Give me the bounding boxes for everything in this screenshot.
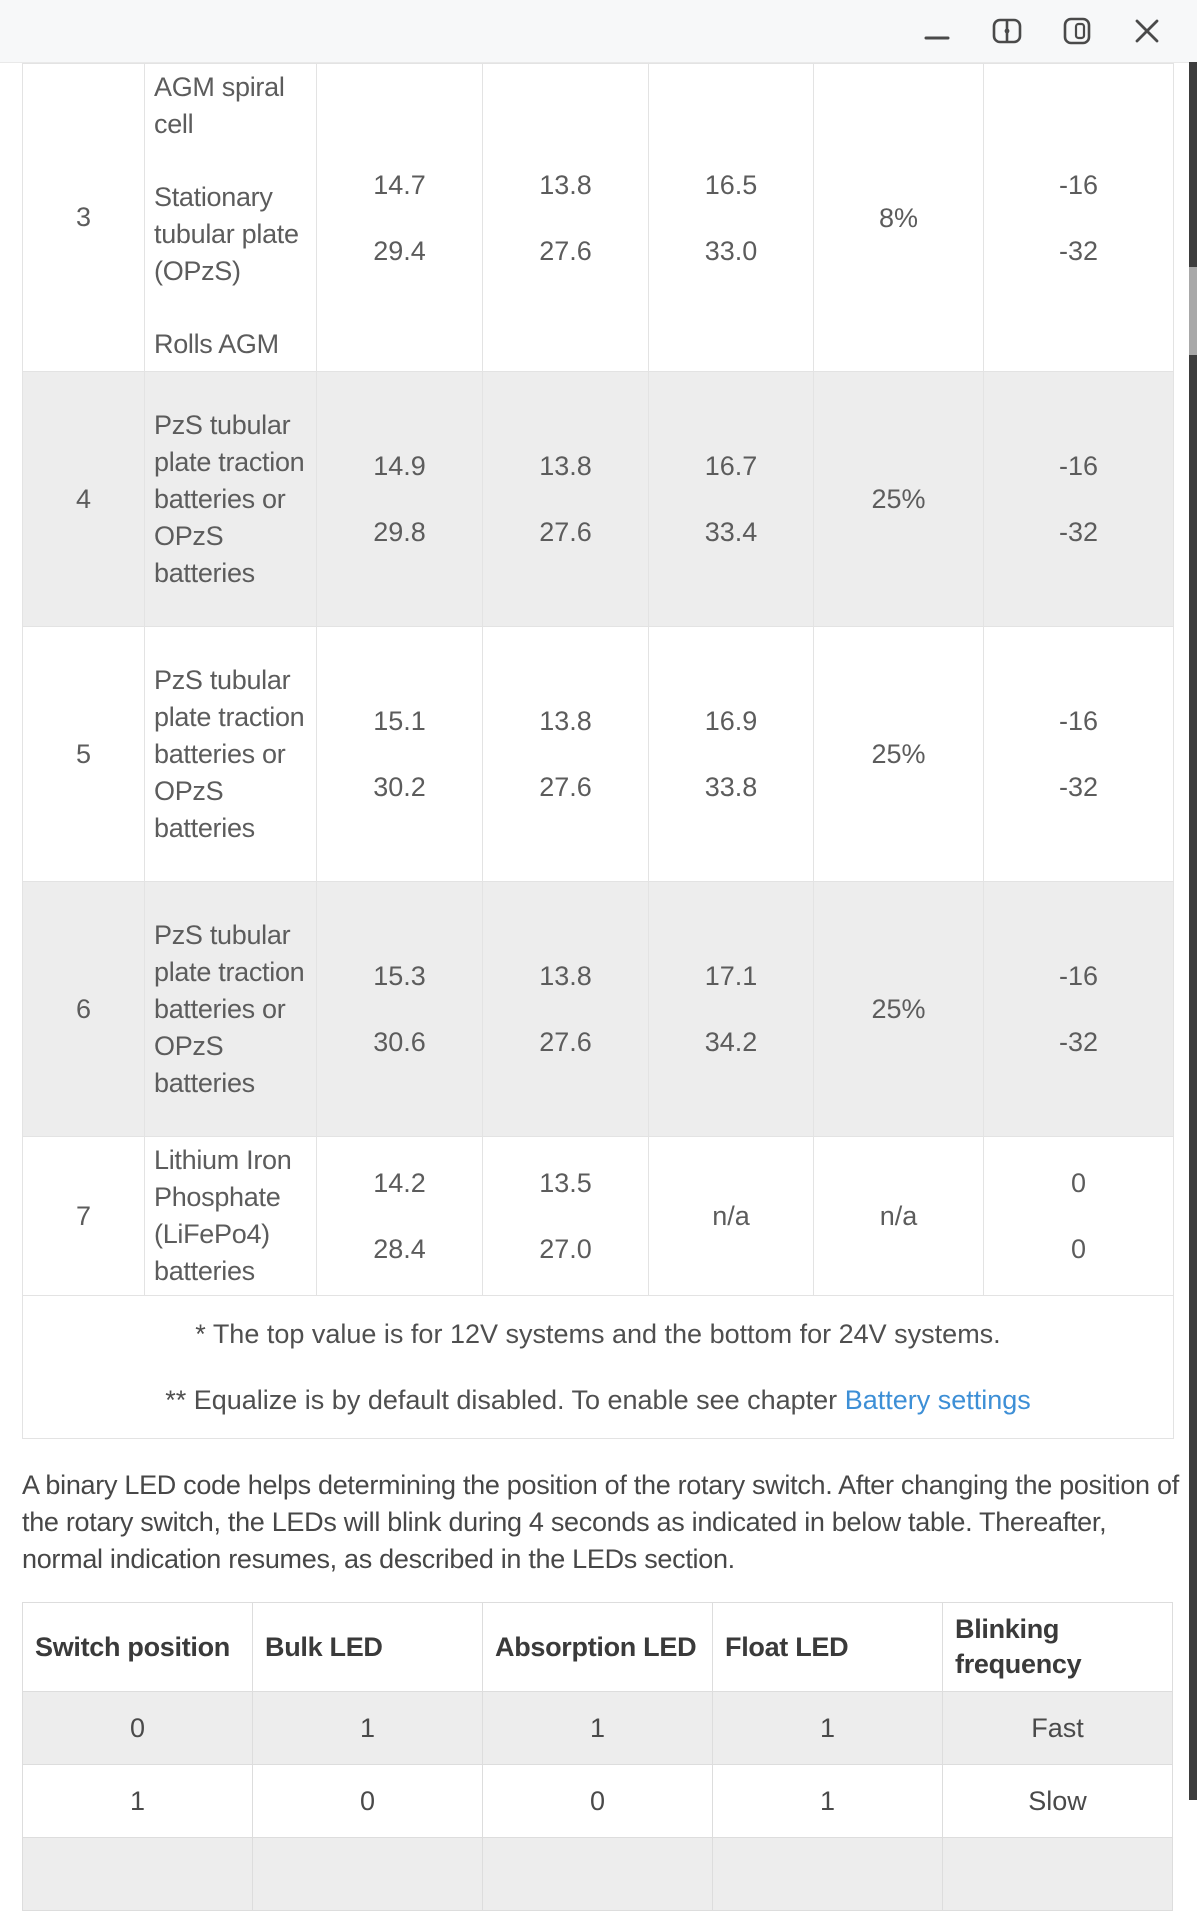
equalize-voltage-cell: 16.9 33.8 (648, 626, 814, 882)
temp-compensation-cell: -16 -32 (983, 626, 1174, 882)
battery-settings-table: 3 AGM spiral cell Stationary tubular pla… (22, 63, 1174, 1439)
binary-led-code-paragraph: A binary LED code helps determining the … (22, 1470, 1179, 1574)
switch-position-cell: 3 (22, 63, 145, 372)
temp-compensation-cell: -16 -32 (983, 371, 1174, 627)
led-table-cell (22, 1837, 253, 1911)
bulk-led-value: 1 (252, 1691, 483, 1765)
header-float-led: Float LED (712, 1602, 943, 1692)
battery-table-row-3: 3 AGM spiral cell Stationary tubular pla… (22, 63, 1174, 372)
float-voltage-cell: 13.8 27.6 (482, 881, 649, 1137)
split-screen-icon (990, 14, 1024, 48)
battery-type-line: AGM spiral cell (154, 72, 285, 139)
led-table-cell (942, 1837, 1173, 1911)
led-table-row: 0 1 1 1 Fast (22, 1691, 1173, 1765)
temp-compensation-cell: 0 0 (983, 1136, 1174, 1296)
float-led-value: 1 (712, 1691, 943, 1765)
led-table-cell (482, 1837, 713, 1911)
battery-type-cell: PzS tubular plate traction batteries or … (144, 626, 317, 882)
float-led-value: 1 (712, 1764, 943, 1838)
absorption-voltage-cell: 14.7 29.4 (316, 63, 483, 372)
battery-type-line: Rolls AGM (154, 329, 279, 359)
scrollbar-thumb[interactable] (1189, 267, 1197, 355)
battery-table-row-4: 4 PzS tubular plate traction batteries o… (22, 371, 1174, 627)
led-table-header-row: Switch position Bulk LED Absorption LED … (22, 1602, 1173, 1692)
led-table-cell (252, 1837, 483, 1911)
blinking-frequency-value: Slow (942, 1764, 1173, 1838)
footnotes-cell: * The top value is for 12V systems and t… (22, 1295, 1174, 1439)
absorption-voltage-cell: 15.3 30.6 (316, 881, 483, 1137)
battery-type-cell: PzS tubular plate traction batteries or … (144, 881, 317, 1137)
battery-type-line: Stationary tubular plate (OPzS) (154, 182, 299, 286)
float-voltage-cell: 13.8 27.6 (482, 63, 649, 372)
header-absorption-led: Absorption LED (482, 1602, 713, 1692)
absorption-voltage-cell: 15.1 30.2 (316, 626, 483, 882)
led-table-row-partial (22, 1837, 1173, 1911)
scrollbar-track[interactable] (1189, 62, 1197, 1800)
battery-type-cell: AGM spiral cell Stationary tubular plate… (144, 63, 317, 372)
window-titlebar (0, 0, 1197, 63)
minimize-button[interactable] (920, 14, 954, 48)
battery-table-footnotes-row: * The top value is for 12V systems and t… (22, 1295, 1174, 1439)
percentage-cell: 25% (813, 881, 984, 1137)
led-table-cell (712, 1837, 943, 1911)
pop-up-view-button[interactable] (1060, 14, 1094, 48)
percentage-cell: 8% (813, 63, 984, 372)
header-bulk-led: Bulk LED (252, 1602, 483, 1692)
footnote-equalize-text: ** Equalize is by default disabled. To e… (165, 1385, 845, 1415)
page-content: 3 AGM spiral cell Stationary tubular pla… (0, 63, 1197, 1911)
absorption-led-value: 0 (482, 1764, 713, 1838)
equalize-voltage-cell: 16.7 33.4 (648, 371, 814, 627)
switch-position-cell: 5 (22, 626, 145, 882)
temp-compensation-cell: -16 -32 (983, 881, 1174, 1137)
temp-compensation-cell: -16 -32 (983, 63, 1174, 372)
equalize-voltage-cell: 16.5 33.0 (648, 63, 814, 372)
float-voltage-cell: 13.8 27.6 (482, 626, 649, 882)
percentage-cell: n/a (813, 1136, 984, 1296)
percentage-cell: 25% (813, 371, 984, 627)
header-blinking-frequency: Blinking frequency (942, 1602, 1173, 1692)
split-screen-button[interactable] (990, 14, 1024, 48)
blinking-frequency-value: Fast (942, 1691, 1173, 1765)
battery-table-row-6: 6 PzS tubular plate traction batteries o… (22, 881, 1174, 1137)
float-voltage-cell: 13.5 27.0 (482, 1136, 649, 1296)
led-table-row: 1 0 0 1 Slow (22, 1764, 1173, 1838)
switch-position-value: 1 (22, 1764, 253, 1838)
float-voltage-cell: 13.8 27.6 (482, 371, 649, 627)
switch-position-cell: 6 (22, 881, 145, 1137)
absorption-led-value: 1 (482, 1691, 713, 1765)
switch-position-cell: 7 (22, 1136, 145, 1296)
absorption-voltage-cell: 14.9 29.8 (316, 371, 483, 627)
led-blink-table: Switch position Bulk LED Absorption LED … (22, 1602, 1173, 1911)
switch-position-value: 0 (22, 1691, 253, 1765)
equalize-voltage-cell: 17.1 34.2 (648, 881, 814, 1137)
close-button[interactable] (1130, 14, 1164, 48)
battery-type-line: PzS tubular plate traction batteries or … (154, 664, 305, 843)
equalize-voltage-cell: n/a (648, 1136, 814, 1296)
battery-type-cell: Lithium Iron Phosphate (LiFePo4) batteri… (144, 1136, 317, 1296)
battery-settings-link[interactable]: Battery settings (844, 1385, 1031, 1415)
window-controls (920, 0, 1164, 62)
pop-up-view-icon (1060, 14, 1094, 48)
footnote-12v-24v: * The top value is for 12V systems and t… (195, 1319, 1001, 1349)
minimize-icon (920, 14, 954, 48)
bulk-led-value: 0 (252, 1764, 483, 1838)
battery-type-line: PzS tubular plate traction batteries or … (154, 919, 305, 1098)
percentage-cell: 25% (813, 626, 984, 882)
battery-table-row-7: 7 Lithium Iron Phosphate (LiFePo4) batte… (22, 1136, 1174, 1296)
close-icon (1130, 14, 1164, 48)
battery-type-line: PzS tubular plate traction batteries or … (154, 409, 305, 588)
battery-type-cell: PzS tubular plate traction batteries or … (144, 371, 317, 627)
battery-table-row-5: 5 PzS tubular plate traction batteries o… (22, 626, 1174, 882)
footnote-equalize: ** Equalize is by default disabled. To e… (24, 1383, 1172, 1417)
battery-type-line: Lithium Iron Phosphate (LiFePo4) batteri… (154, 1145, 292, 1286)
header-switch-position: Switch position (22, 1602, 253, 1692)
absorption-voltage-cell: 14.2 28.4 (316, 1136, 483, 1296)
switch-position-cell: 4 (22, 371, 145, 627)
